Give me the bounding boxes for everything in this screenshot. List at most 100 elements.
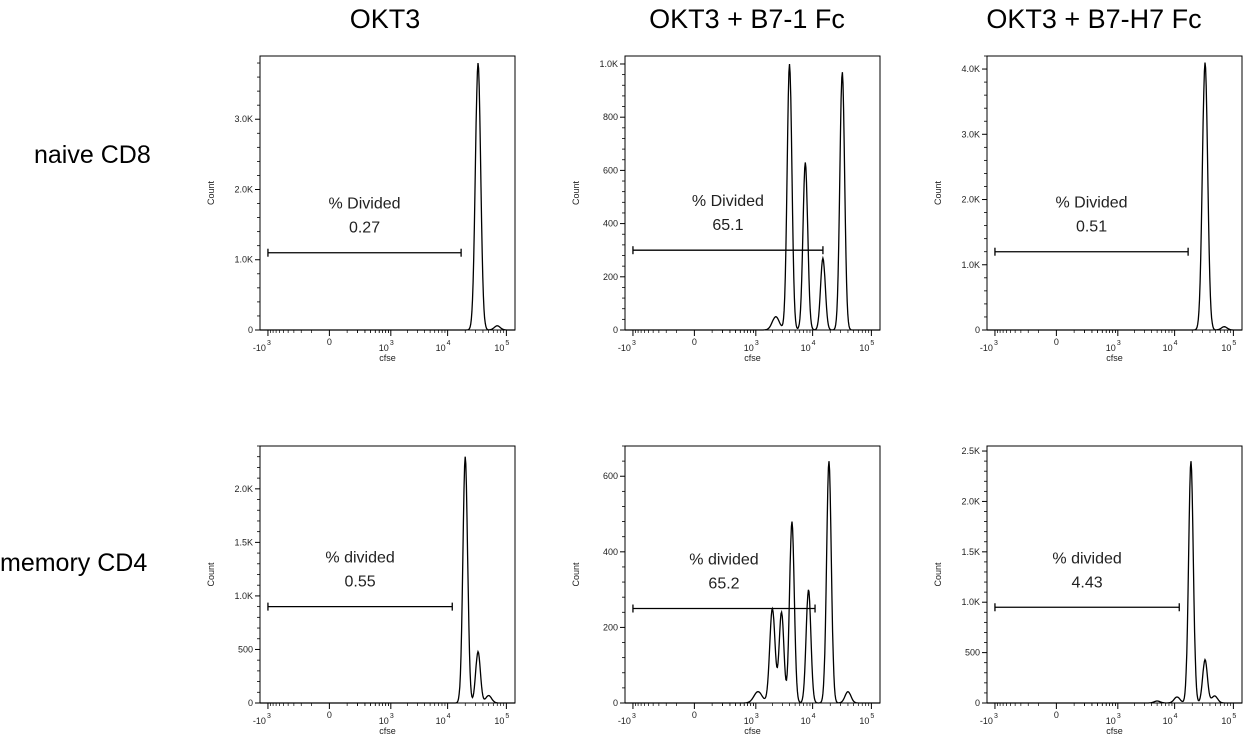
- svg-text:3: 3: [755, 340, 759, 347]
- divided-gate: [267, 248, 462, 257]
- svg-text:3: 3: [994, 340, 998, 347]
- svg-text:0: 0: [1054, 337, 1059, 347]
- y-tick-label: 0: [613, 698, 618, 708]
- y-tick-label: 400: [603, 547, 618, 557]
- x-tick-label: 10 3: [379, 340, 394, 353]
- y-tick-label: 0: [613, 325, 618, 335]
- x-tick-label: 10 4: [436, 340, 451, 353]
- svg-text:5: 5: [505, 713, 509, 720]
- svg-text:10: 10: [436, 716, 446, 726]
- x-tick-label: -10 3: [618, 340, 636, 353]
- svg-text:5: 5: [1232, 340, 1236, 347]
- divided-gate: [994, 603, 1180, 612]
- x-tick-label: 0: [692, 337, 697, 347]
- x-tick-label: 0: [1054, 710, 1059, 720]
- gate-label: % divided: [325, 550, 394, 567]
- svg-text:10: 10: [494, 343, 504, 353]
- svg-text:10: 10: [859, 343, 869, 353]
- divided-gate: [632, 246, 824, 255]
- y-tick-label: 400: [603, 219, 618, 229]
- x-tick-label: -10 3: [980, 340, 998, 353]
- gate-value: 0.27: [349, 220, 380, 237]
- x-tick-label: 10 4: [436, 713, 451, 726]
- x-axis-label: cfse: [379, 726, 396, 736]
- y-tick-label: 4.0K: [961, 64, 980, 74]
- svg-text:4: 4: [1174, 340, 1178, 347]
- y-tick-label: 800: [603, 112, 618, 122]
- svg-text:3: 3: [1117, 713, 1121, 720]
- column-title-okt3-b7-h7-fc: OKT3 + B7-H7 Fc: [986, 4, 1202, 34]
- svg-text:5: 5: [1232, 713, 1236, 720]
- y-axis-label: Count: [571, 562, 581, 587]
- histogram-curve: [625, 63, 880, 331]
- x-axis-label: cfse: [1106, 726, 1123, 736]
- x-tick-label: 10 5: [494, 340, 509, 353]
- y-tick-label: 500: [965, 648, 980, 658]
- y-tick-label: 600: [603, 471, 618, 481]
- y-tick-label: 1.0K: [599, 59, 618, 69]
- svg-text:10: 10: [379, 716, 389, 726]
- y-tick-label: 1.0K: [961, 597, 980, 607]
- svg-text:10: 10: [744, 343, 754, 353]
- histogram-curve: [625, 461, 880, 704]
- gate-label: % Divided: [1056, 195, 1128, 212]
- y-tick-label: 600: [603, 165, 618, 175]
- x-tick-label: 10 3: [1106, 340, 1121, 353]
- svg-text:10: 10: [859, 716, 869, 726]
- svg-text:-10: -10: [980, 343, 993, 353]
- histogram-curve: [987, 62, 1242, 331]
- column-title-okt3-b7-1-fc: OKT3 + B7-1 Fc: [649, 4, 845, 34]
- y-tick-label: 1.5K: [234, 537, 253, 547]
- x-tick-label: 0: [692, 710, 697, 720]
- svg-text:10: 10: [801, 343, 811, 353]
- svg-text:0: 0: [327, 710, 332, 720]
- x-tick-label: 10 5: [1221, 713, 1236, 726]
- x-tick-label: 10 5: [859, 713, 874, 726]
- divided-gate: [632, 604, 816, 613]
- svg-text:3: 3: [755, 713, 759, 720]
- y-tick-label: 1.0K: [234, 591, 253, 601]
- x-axis-label: cfse: [1106, 353, 1123, 363]
- svg-text:4: 4: [447, 713, 451, 720]
- x-axis-label: cfse: [744, 726, 761, 736]
- svg-text:3: 3: [632, 340, 636, 347]
- row-label-memory-cd4: memory CD4: [0, 549, 148, 577]
- svg-text:-10: -10: [618, 716, 631, 726]
- x-tick-label: 10 4: [1163, 713, 1178, 726]
- svg-text:5: 5: [870, 713, 874, 720]
- histogram-curve: [987, 461, 1242, 704]
- svg-text:0: 0: [327, 337, 332, 347]
- y-tick-label: 200: [603, 272, 618, 282]
- x-tick-label: 10 3: [379, 713, 394, 726]
- x-tick-label: 10 5: [494, 713, 509, 726]
- x-tick-label: 0: [1054, 337, 1059, 347]
- svg-text:3: 3: [267, 713, 271, 720]
- y-tick-label: 2.5K: [961, 446, 980, 456]
- svg-text:4: 4: [447, 340, 451, 347]
- gate-value: 0.51: [1076, 219, 1107, 236]
- y-tick-label: 3.0K: [234, 114, 253, 124]
- svg-text:10: 10: [379, 343, 389, 353]
- y-tick-label: 0: [248, 325, 253, 335]
- y-tick-label: 2.0K: [234, 184, 253, 194]
- x-tick-label: 10 4: [801, 340, 816, 353]
- y-axis-label: Count: [206, 562, 216, 587]
- svg-text:3: 3: [994, 713, 998, 720]
- y-axis-label: Count: [933, 181, 943, 206]
- svg-text:3: 3: [267, 340, 271, 347]
- svg-text:0: 0: [692, 337, 697, 347]
- x-tick-label: 0: [327, 337, 332, 347]
- gate-label: % Divided: [329, 196, 401, 213]
- x-tick-label: 10 4: [1163, 340, 1178, 353]
- svg-text:4: 4: [812, 340, 816, 347]
- svg-text:3: 3: [632, 713, 636, 720]
- column-title-okt3: OKT3: [349, 4, 421, 34]
- x-tick-label: 10 3: [744, 713, 759, 726]
- y-tick-label: 2.0K: [961, 195, 980, 205]
- gate-label: % divided: [1052, 550, 1121, 567]
- svg-text:10: 10: [1106, 716, 1116, 726]
- y-tick-label: 500: [238, 644, 253, 654]
